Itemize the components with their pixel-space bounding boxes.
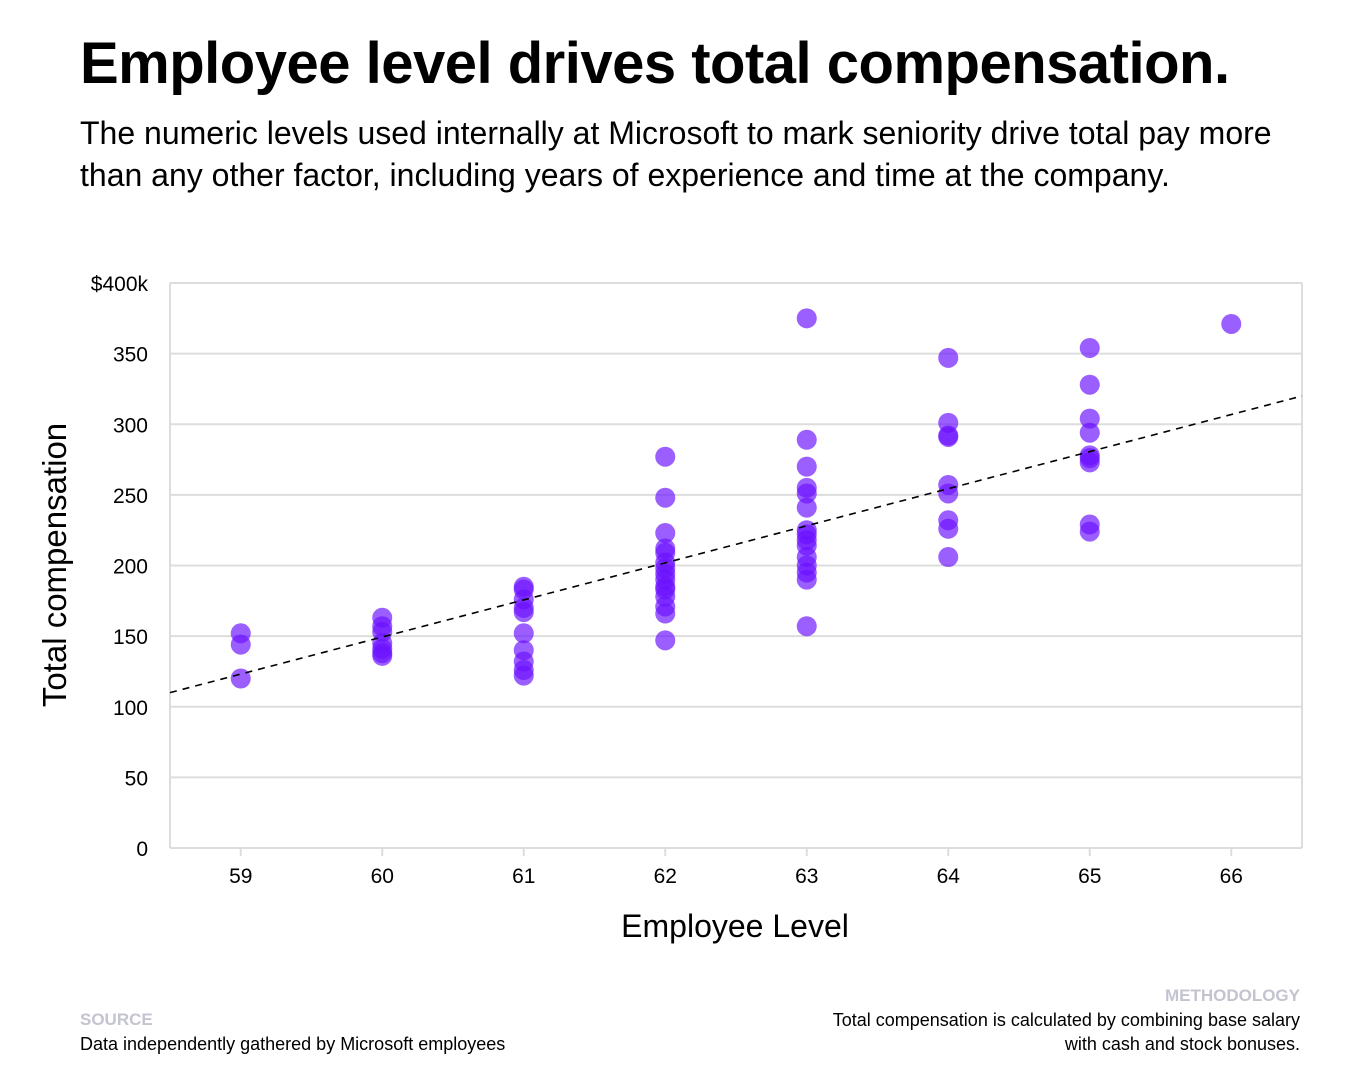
y-tick-label: 250 — [113, 485, 148, 508]
data-point — [796, 497, 817, 518]
trendline-group — [169, 395, 1303, 694]
methodology-label: METHODOLOGY — [1164, 986, 1300, 1005]
data-point — [938, 347, 959, 368]
data-point — [796, 308, 817, 329]
y-axis-label: Total compensation — [36, 423, 73, 707]
data-point — [1079, 452, 1100, 473]
gridlines — [169, 282, 1303, 849]
x-tick-label: 61 — [512, 865, 535, 888]
data-point — [655, 603, 676, 624]
x-tick-label: 60 — [371, 865, 394, 888]
data-point — [938, 426, 959, 447]
y-tick-label: 150 — [113, 626, 148, 649]
data-point — [938, 547, 959, 568]
data-point — [513, 602, 534, 623]
y-tick-label: 0 — [136, 838, 148, 861]
source-text: Data independently gathered by Microsoft… — [80, 1034, 506, 1054]
x-tick-label: 65 — [1078, 865, 1101, 888]
data-point — [796, 456, 817, 477]
x-tick-label: 66 — [1220, 865, 1243, 888]
data-point — [372, 645, 393, 666]
data-point — [938, 518, 959, 539]
x-axis-ticks: 59 60 61 62 63 64 65 66 — [229, 848, 1243, 888]
y-tick-label: $400k — [91, 273, 149, 296]
chart-subtitle: The numeric levels used internally at Mi… — [80, 115, 1272, 193]
y-tick-label: 100 — [113, 697, 148, 720]
data-point — [1079, 337, 1100, 358]
data-point — [796, 569, 817, 590]
data-point — [655, 630, 676, 651]
source-label: SOURCE — [80, 1010, 153, 1029]
data-point — [938, 483, 959, 504]
data-point — [655, 487, 676, 508]
data-point — [1221, 313, 1242, 334]
data-point — [513, 665, 534, 686]
y-tick-label: 350 — [113, 344, 148, 367]
data-point — [1079, 521, 1100, 542]
data-point — [1079, 422, 1100, 443]
y-axis-ticks: 0 50 100 150 200 250 300 350 $400k — [91, 273, 149, 861]
data-point — [796, 483, 817, 504]
data-point — [655, 523, 676, 544]
x-axis-label: Employee Level — [621, 908, 849, 944]
data-point — [1079, 408, 1100, 429]
data-point — [230, 634, 251, 655]
data-point — [796, 429, 817, 450]
data-point — [655, 446, 676, 467]
x-tick-label: 59 — [229, 865, 252, 888]
trendline — [169, 395, 1303, 694]
chart-title: Employee level drives total compensation… — [80, 31, 1230, 96]
data-point — [513, 623, 534, 644]
data-points — [230, 308, 1242, 689]
data-point — [1079, 374, 1100, 395]
x-tick-label: 63 — [795, 865, 818, 888]
x-tick-label: 62 — [654, 865, 677, 888]
y-tick-label: 300 — [113, 414, 148, 437]
methodology-text: Total compensation is calculated by comb… — [832, 1010, 1300, 1054]
y-tick-label: 50 — [125, 767, 148, 790]
y-tick-label: 200 — [113, 556, 148, 579]
x-tick-label: 64 — [937, 865, 961, 888]
data-point — [796, 616, 817, 637]
